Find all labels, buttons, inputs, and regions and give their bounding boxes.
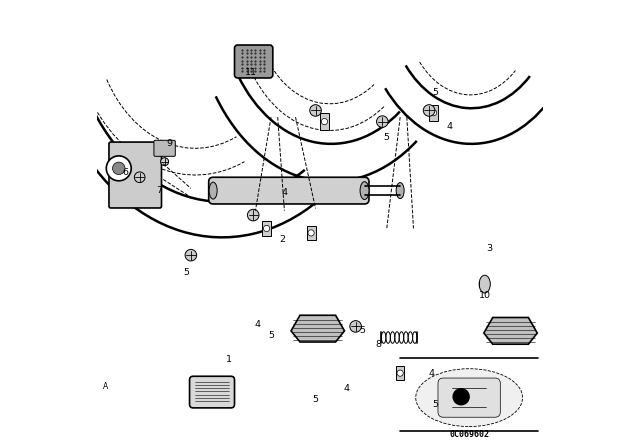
Text: 10: 10 [479,291,491,300]
Text: 11: 11 [245,68,257,77]
Text: 4: 4 [282,188,287,197]
Text: 5: 5 [359,326,365,336]
FancyBboxPatch shape [234,45,273,78]
Text: 2: 2 [279,235,285,244]
Bar [429,105,438,121]
Ellipse shape [209,182,217,199]
Circle shape [264,225,269,232]
Text: 9: 9 [166,139,173,148]
Text: 8: 8 [375,340,381,349]
Circle shape [185,250,196,261]
Text: A: A [103,382,108,391]
Bar [262,221,271,236]
Circle shape [397,370,403,376]
FancyBboxPatch shape [154,140,175,156]
Circle shape [106,156,131,181]
Ellipse shape [396,183,404,198]
Polygon shape [484,318,537,344]
Bar [396,366,404,380]
Text: 4: 4 [428,369,435,378]
Text: 7: 7 [156,186,162,195]
Text: 5: 5 [312,396,319,405]
Text: 6: 6 [122,168,128,177]
FancyBboxPatch shape [209,177,369,204]
Text: 5: 5 [384,133,390,142]
Circle shape [310,105,321,116]
FancyBboxPatch shape [438,378,500,417]
Text: 1: 1 [226,355,232,364]
Circle shape [376,116,388,127]
Ellipse shape [360,182,369,199]
Circle shape [308,230,314,236]
Text: 5: 5 [433,400,439,409]
Text: 5: 5 [268,331,274,340]
Text: 3: 3 [486,244,492,253]
FancyBboxPatch shape [109,142,161,208]
Ellipse shape [479,275,490,293]
Circle shape [431,110,436,116]
Circle shape [321,118,328,125]
Circle shape [453,389,469,405]
Text: 4: 4 [446,121,452,130]
Circle shape [248,209,259,221]
Bar [319,113,330,130]
FancyBboxPatch shape [189,376,234,408]
Circle shape [350,321,362,332]
Circle shape [113,162,125,175]
Text: 4: 4 [255,320,260,329]
Ellipse shape [416,369,523,426]
Circle shape [161,158,168,166]
Text: 0C069602: 0C069602 [449,430,489,439]
Bar [307,226,316,240]
Circle shape [134,172,145,183]
Text: 5: 5 [184,268,189,277]
Text: 5: 5 [433,88,439,97]
Circle shape [423,105,435,116]
Text: 4: 4 [344,384,349,393]
Polygon shape [291,315,344,342]
